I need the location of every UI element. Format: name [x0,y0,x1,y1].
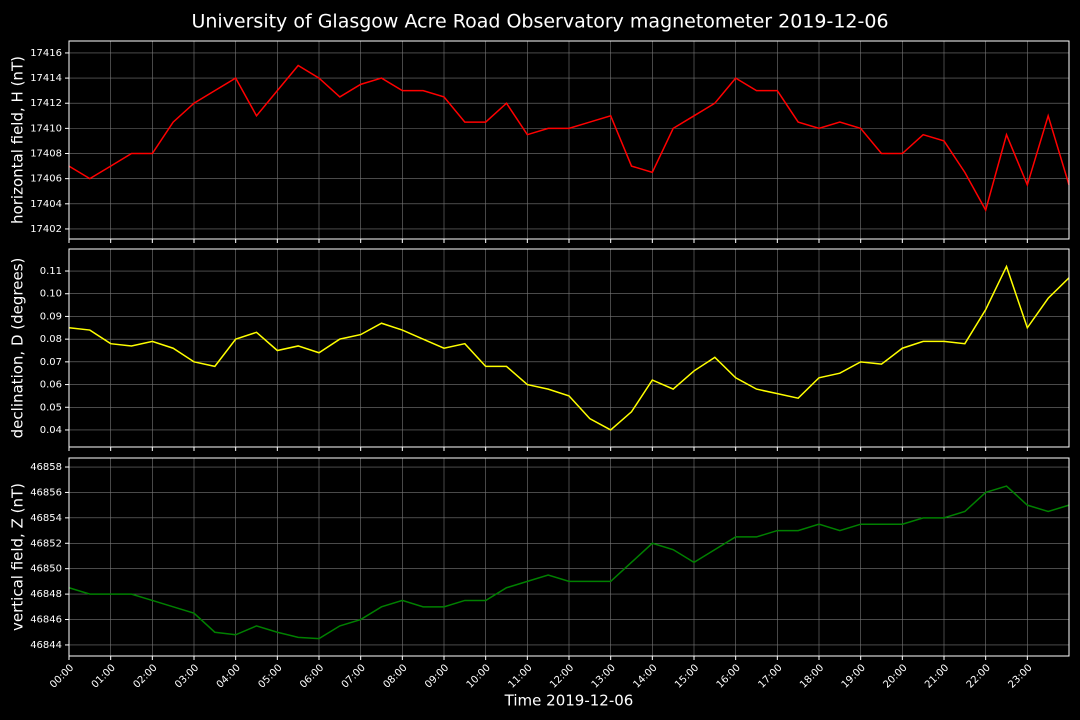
y-tick-label: 0.05 [40,402,62,413]
x-tick-label: 15:00 [673,662,701,690]
x-tick-label: 11:00 [506,662,534,690]
x-tick-label: 14:00 [631,662,659,690]
x-tick-label: 10:00 [465,662,493,690]
y-tick-label: 0.11 [40,266,62,277]
y-tick-label: 0.07 [40,357,62,368]
y-tick-label: 0.06 [40,380,62,391]
y-tick-label: 46852 [30,538,62,549]
y-axis-label: declination, D (degrees) [9,258,27,439]
x-tick-label: 23:00 [1006,662,1034,690]
y-tick-label: 46854 [30,513,62,524]
x-tick-label: 05:00 [256,662,284,690]
y-tick-label: 17406 [30,174,62,185]
x-tick-label: 08:00 [381,662,409,690]
y-tick-label: 0.10 [40,289,62,300]
x-tick-label: 02:00 [131,662,159,690]
x-tick-label: 17:00 [756,662,784,690]
y-tick-label: 46850 [30,564,62,575]
x-tick-label: 19:00 [840,662,868,690]
x-tick-label: 21:00 [923,662,951,690]
data-line [68,485,1070,640]
y-tick-label: 0.09 [40,311,62,322]
y-tick-label: 46844 [30,640,62,651]
x-tick-label: 20:00 [881,662,909,690]
x-tick-label: 16:00 [715,662,743,690]
y-tick-label: 46856 [30,487,62,498]
y-tick-label: 17414 [30,73,62,84]
y-tick-label: 17416 [30,48,62,59]
chart-title: University of Glasgow Acre Road Observat… [191,11,888,33]
y-tick-label: 17408 [30,149,62,160]
y-axis-label: vertical field, Z (nT) [9,483,27,631]
x-tick-label: 01:00 [90,662,118,690]
x-tick-label: 12:00 [548,662,576,690]
x-tick-label: 07:00 [340,662,368,690]
y-tick-label: 17404 [30,199,62,210]
data-line [68,64,1070,213]
x-tick-label: 06:00 [298,662,326,690]
plot-frame [68,248,1070,448]
data-line [68,264,1070,431]
y-axis-label: horizontal field, H (nT) [9,56,27,224]
y-tick-label: 17410 [30,123,62,134]
x-tick-label: 04:00 [215,662,243,690]
x-tick-label: 09:00 [423,662,451,690]
y-tick-label: 17402 [30,224,62,235]
y-tick-label: 46858 [30,462,62,473]
y-tick-label: 17412 [30,98,62,109]
x-tick-label: 22:00 [965,662,993,690]
y-tick-label: 46846 [30,615,62,626]
y-tick-label: 46848 [30,589,62,600]
x-tick-label: 00:00 [48,662,76,690]
plot-frame [68,40,1070,240]
x-axis-label: Time 2019-12-06 [504,692,634,710]
x-tick-label: 03:00 [173,662,201,690]
x-tick-label: 18:00 [798,662,826,690]
x-tick-label: 13:00 [590,662,618,690]
plot-frame [68,457,1070,657]
y-tick-label: 0.04 [40,425,62,436]
y-tick-label: 0.08 [40,334,62,345]
